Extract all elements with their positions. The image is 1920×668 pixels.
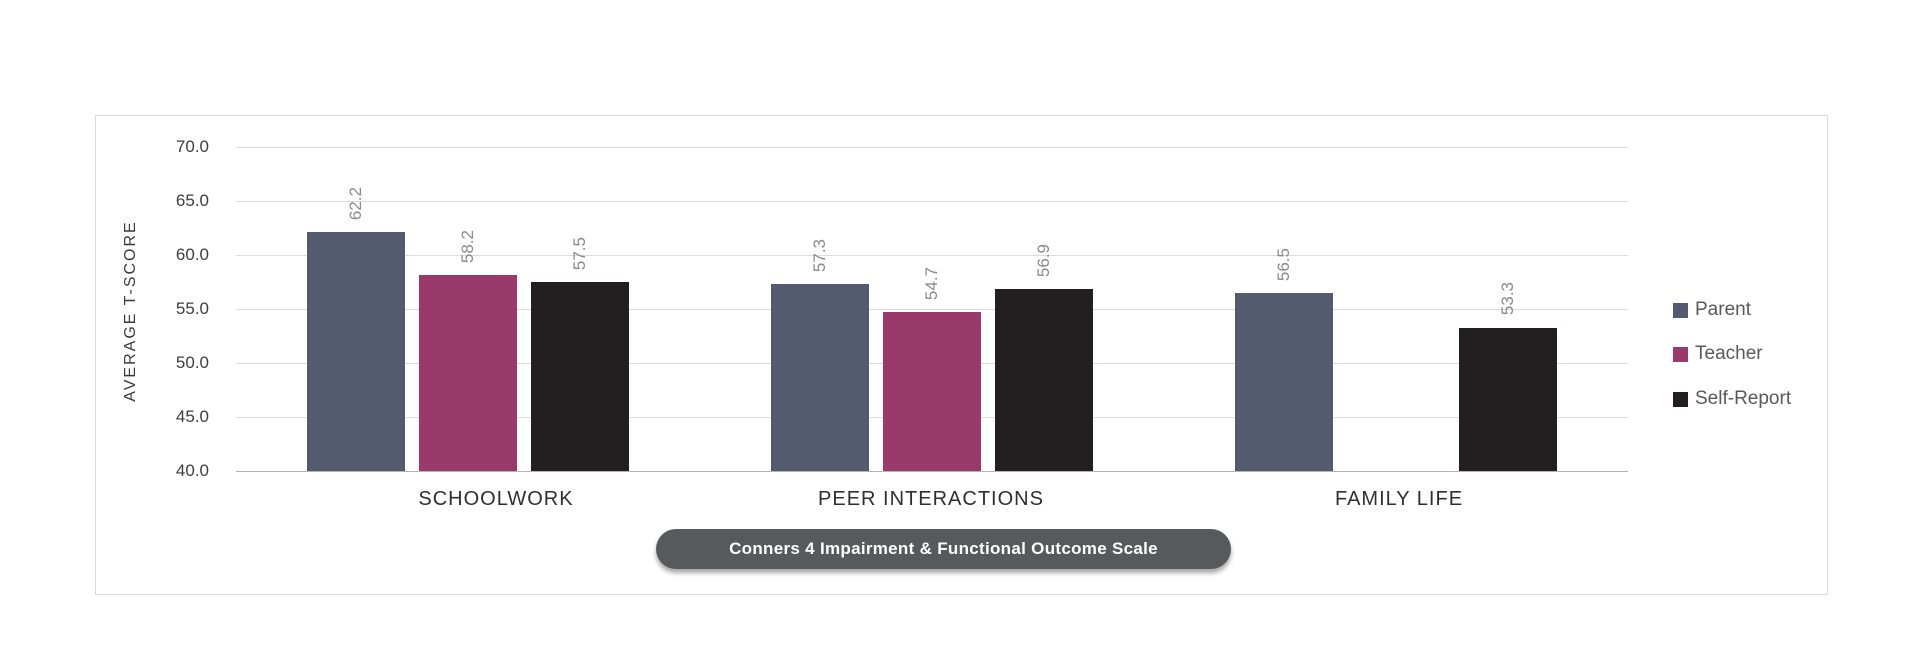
bar-value-label: 58.2 [458,229,477,263]
gridline [236,255,1628,257]
bar-parent-peer-interactions: 57.3 [771,239,869,471]
legend-label: Teacher [1695,343,1763,364]
category-label-family-life: FAMILY LIFE [1334,488,1464,510]
gridline [236,201,1628,203]
legend-item-self-report: Self-Report [1673,388,1791,410]
y-tick-label: 40.0 [175,461,209,480]
y-axis-title: AVERAGE T-SCORE [122,220,139,402]
y-tick-label: 45.0 [175,407,209,427]
bar-self-report-family-life: 53.3 [1459,282,1557,471]
legend-label: Parent [1695,299,1751,320]
gridline [236,309,1628,311]
legend-item-teacher: Teacher [1673,343,1763,365]
bar-teacher-peer-interactions: 54.7 [883,267,981,471]
bar-value-label: 56.9 [1034,243,1053,277]
legend-swatch-icon [1673,346,1688,362]
bar-parent-family-life: 56.5 [1235,248,1333,471]
category-label-peer-interactions: PEER INTERACTIONS [818,488,1044,510]
chart-container: AVERAGE T-SCORE 70.0 65.0 60.0 55.0 50.0 45.0… [95,115,1828,595]
gridline [236,147,1628,149]
y-tick-label: 65.0 [175,191,209,211]
legend-item-parent: Parent [1673,299,1751,321]
bar-value-label: 62.2 [346,186,365,220]
legend-swatch-icon [1673,391,1688,407]
bar-value-label: 56.5 [1274,247,1293,282]
y-tick-label: 50.0 [175,353,209,373]
bar-value-label: 54.7 [922,267,941,301]
y-tick-label: 60.0 [175,245,209,265]
bar-self-report-peer-interactions: 56.9 [995,244,1093,471]
y-tick-label: 70.0 [175,137,209,157]
chart-title-pill: Conners 4 Impairment & Functional Outcom… [656,529,1231,569]
chart-title: Conners 4 Impairment & Functional Outcom… [729,539,1158,558]
bar-teacher-schoolwork: 58.2 [419,230,517,471]
bar-parent-schoolwork: 62.2 [307,187,405,471]
bar-value-label: 53.3 [1498,282,1517,316]
x-axis-line [236,471,1628,472]
bar-value-label: 57.5 [570,237,589,271]
bar-value-label: 57.3 [810,239,829,273]
bar-self-report-schoolwork: 57.5 [531,237,629,471]
legend-swatch-icon [1673,302,1688,318]
y-tick-label: 55.0 [175,299,209,319]
category-label-schoolwork: SCHOOLWORK [418,488,574,510]
legend-label: Self-Report [1695,388,1792,409]
